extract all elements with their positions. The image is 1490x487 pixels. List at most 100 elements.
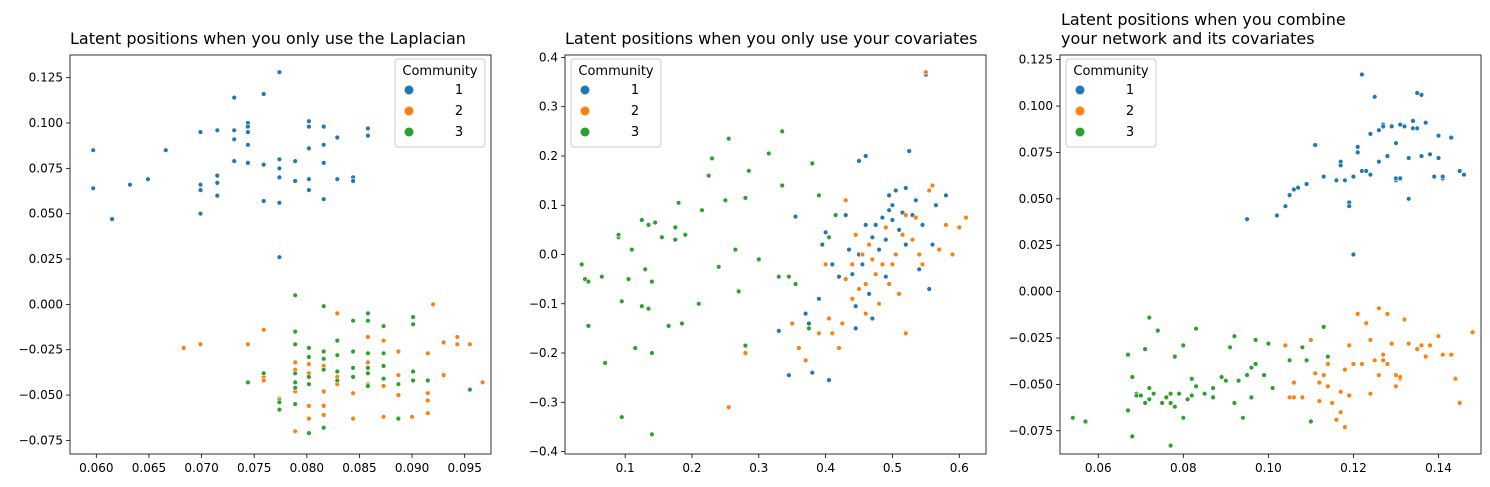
chart-title: Latent positions when you only use your … [565,29,977,48]
data-point [675,200,682,206]
y-tick-label: 0.025 [29,252,63,266]
data-point [809,160,815,167]
data-point [756,256,762,263]
y-tick-label: −0.1 [529,297,558,311]
data-point [849,271,855,277]
x-tick-label: 0.4 [816,461,835,475]
data-point [292,379,298,386]
data-point [321,412,327,418]
data-point [245,123,251,130]
data-point [261,91,267,97]
data-point [380,376,387,382]
data-point [425,410,431,416]
data-point [350,415,356,422]
data-point [816,330,822,336]
y-tick-label: 0.125 [29,71,63,85]
data-point [899,232,906,238]
data-point [1397,175,1403,182]
data-point [334,176,340,182]
data-point [1384,311,1391,317]
data-point [679,320,685,327]
data-point [695,301,702,307]
data-point [306,145,312,152]
data-point [872,222,879,228]
data-point [578,261,585,268]
data-point [231,127,237,134]
data-point [1418,153,1425,159]
data-point [1448,352,1454,358]
legend-label-1: 1 [1126,83,1134,98]
data-point [334,368,340,375]
data-point [1210,385,1216,391]
data-point [1405,340,1412,347]
data-point [963,214,969,221]
data-point [732,246,739,253]
data-point [903,330,909,336]
data-point [425,350,431,356]
data-point [1180,342,1187,349]
legend-marker-3 [404,127,414,137]
legend-title: Community [1073,64,1149,79]
data-point [409,414,415,420]
data-point [869,315,876,322]
legend-marker-2 [1075,106,1085,116]
data-point [1142,346,1148,352]
legend-label-3: 3 [455,125,463,140]
data-point [1265,340,1272,347]
data-point [1367,391,1374,397]
data-point [395,372,402,378]
data-point [1231,333,1238,339]
data-point [350,318,356,324]
data-point [1303,357,1310,363]
data-point [869,234,876,241]
series-2 [725,69,969,410]
data-point [1146,396,1153,402]
data-point [245,341,251,347]
data-point [214,127,221,134]
legend-marker-3 [1075,127,1085,137]
data-point [306,345,312,351]
data-point [913,214,919,221]
y-tick-label: 0.100 [29,116,63,130]
data-point [886,281,892,287]
data-point [639,217,645,223]
data-point [742,342,749,349]
data-point [1405,196,1412,202]
data-point [1325,383,1331,389]
x-tick-label: 0.3 [749,461,768,475]
data-point [410,321,416,327]
data-point [1456,168,1463,174]
x-tick-label: 0.090 [395,461,429,475]
data-point [292,158,298,164]
data-point [245,142,251,148]
data-point [395,392,402,398]
data-point [852,232,859,238]
chart-title: your network and its covariates [1061,29,1315,48]
data-point [1380,352,1386,358]
data-point [1435,333,1442,339]
y-tick-label: 0.025 [1019,238,1053,252]
data-point [1350,361,1357,367]
data-point [1125,407,1131,414]
data-point [802,310,809,317]
y-tick-label: 0.050 [29,207,63,221]
data-point [1418,92,1425,98]
series-1 [776,71,949,383]
data-point [410,377,416,384]
data-point [321,142,327,148]
data-point [425,390,431,396]
data-point [380,323,387,329]
y-tick-label: 0.075 [29,161,63,175]
data-point [292,292,298,298]
data-point [866,241,872,248]
data-point [859,261,866,268]
data-point [1295,185,1301,191]
data-point [1125,352,1131,358]
data-point [1435,155,1442,161]
data-point [806,325,812,332]
data-point [197,211,204,217]
data-point [602,360,608,366]
y-tick-label: −0.075 [19,433,63,447]
data-point [649,350,655,356]
data-point [1427,151,1433,158]
